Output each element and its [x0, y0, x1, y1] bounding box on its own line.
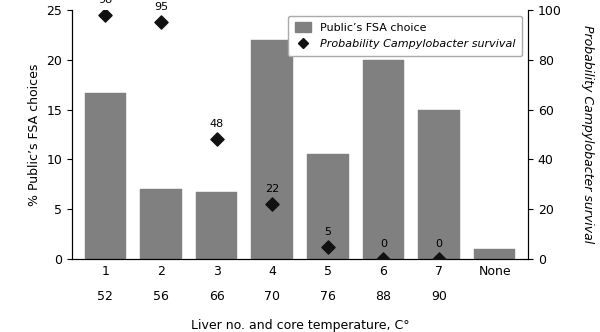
Text: 22: 22 — [265, 184, 280, 194]
Text: 98: 98 — [98, 0, 112, 5]
Bar — [85, 93, 126, 259]
Point — [434, 256, 444, 262]
Text: 5: 5 — [325, 226, 331, 236]
Text: 95: 95 — [154, 2, 168, 13]
Bar — [140, 189, 182, 259]
Text: 76: 76 — [320, 290, 336, 302]
Bar — [251, 40, 293, 259]
Point — [379, 256, 388, 262]
Text: 88: 88 — [376, 290, 391, 302]
Text: 48: 48 — [209, 120, 224, 129]
Bar — [307, 154, 349, 259]
Legend: Public’s FSA choice, Probability Campylobacter survival: Public’s FSA choice, Probability Campylo… — [288, 16, 523, 56]
Point — [212, 137, 221, 142]
Point — [156, 20, 166, 25]
Text: 66: 66 — [209, 290, 224, 302]
Text: 70: 70 — [264, 290, 280, 302]
Text: 90: 90 — [431, 290, 447, 302]
Bar — [418, 110, 460, 259]
Text: 0: 0 — [380, 239, 387, 249]
Y-axis label: % Public’s FSA choices: % Public’s FSA choices — [28, 63, 41, 206]
X-axis label: Liver no. and core temperature, C°: Liver no. and core temperature, C° — [191, 319, 409, 332]
Point — [323, 244, 332, 249]
Text: 0: 0 — [436, 239, 443, 249]
Y-axis label: Probability Campylobacter survival: Probability Campylobacter survival — [581, 25, 594, 244]
Bar — [196, 192, 238, 259]
Text: 52: 52 — [97, 290, 113, 302]
Text: 56: 56 — [153, 290, 169, 302]
Point — [101, 12, 110, 18]
Bar — [474, 249, 515, 259]
Point — [268, 202, 277, 207]
Bar — [362, 60, 404, 259]
